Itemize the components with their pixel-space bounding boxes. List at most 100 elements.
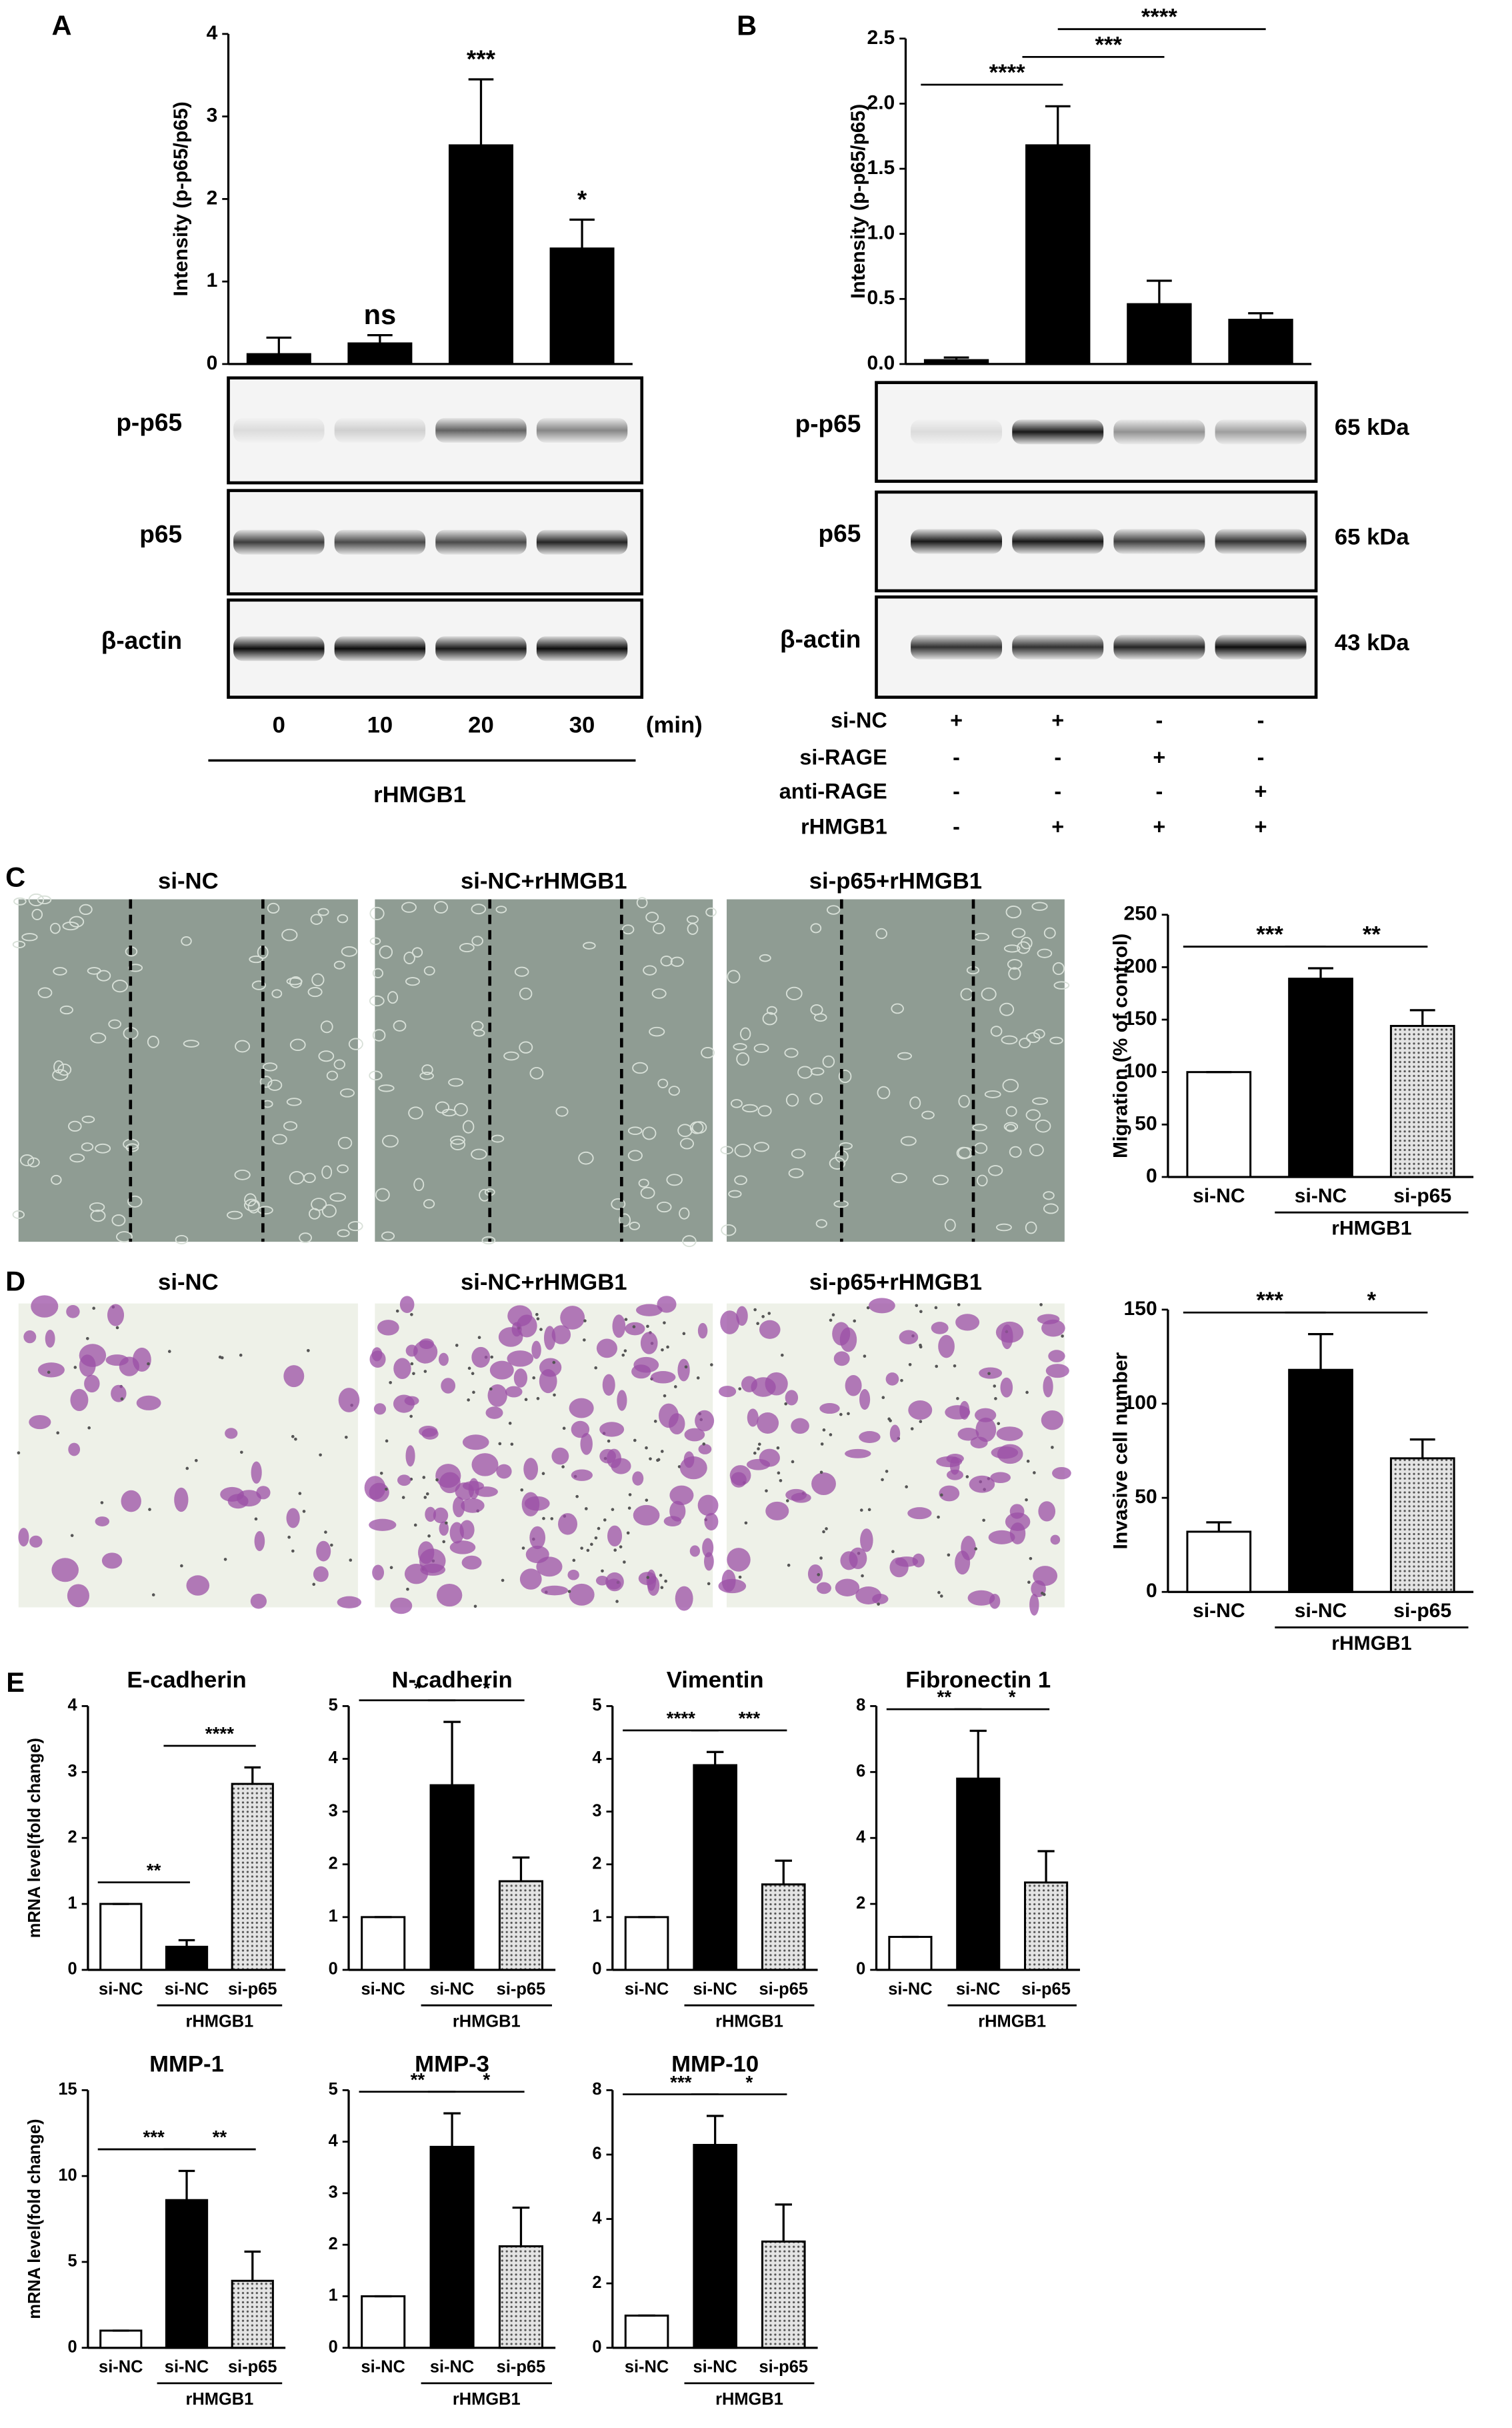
cell (757, 1105, 772, 1117)
cell (45, 1329, 55, 1348)
cell (1052, 1466, 1071, 1480)
pore (738, 1387, 742, 1390)
cell (730, 1099, 743, 1108)
pore (825, 1527, 828, 1530)
bar (1389, 1024, 1455, 1178)
cell (84, 1374, 100, 1393)
treatment-sign: - (953, 780, 960, 804)
cell (529, 1526, 546, 1550)
cell (436, 1583, 463, 1607)
group-label: rHMGB1 (715, 2012, 783, 2031)
cell (845, 1375, 862, 1396)
x-tick-label: si-NC (165, 1980, 209, 1999)
treatment-name: si-RAGE (799, 746, 887, 770)
cell (317, 908, 329, 916)
cell (619, 1213, 631, 1227)
cell (186, 1575, 210, 1596)
cell (1008, 967, 1021, 980)
cell (611, 1458, 631, 1474)
y-tick-label: 2 (856, 1894, 865, 1913)
cell (718, 1578, 747, 1594)
cell (423, 966, 435, 976)
cell (503, 1051, 519, 1061)
pore (777, 1471, 781, 1475)
cell (653, 922, 665, 934)
cell (390, 1597, 413, 1614)
cell (347, 1221, 363, 1232)
cell (372, 968, 383, 979)
cell (810, 1067, 825, 1076)
pore (423, 1370, 427, 1373)
pore (467, 1398, 470, 1402)
cell (1025, 1109, 1041, 1121)
pore (993, 1384, 997, 1388)
cell (337, 1229, 350, 1238)
cell (413, 1178, 425, 1192)
pore (56, 1431, 60, 1435)
bar (1025, 144, 1091, 365)
cell (578, 1151, 594, 1165)
pore (379, 1471, 383, 1475)
pore (324, 1530, 327, 1534)
pore (550, 1517, 554, 1520)
cell (569, 1398, 594, 1418)
blot-band (911, 529, 1003, 554)
cell (450, 1138, 466, 1150)
significance-label: *** (1256, 922, 1283, 948)
y-axis-label: Intensity (p-p65/p65) (847, 104, 869, 299)
cell (1002, 1078, 1019, 1092)
cell (946, 1469, 964, 1480)
pore (905, 1485, 908, 1488)
cell (727, 970, 741, 984)
cell (69, 916, 85, 928)
cell (1037, 1314, 1060, 1324)
cell (433, 901, 449, 914)
pore (829, 1433, 833, 1436)
cell (531, 1340, 541, 1359)
cell (1043, 927, 1056, 939)
significance-label: *** (1095, 32, 1123, 57)
pore (291, 1549, 295, 1553)
cell (81, 1116, 95, 1124)
cell (649, 1026, 665, 1037)
y-tick-label: 0 (592, 1960, 601, 1979)
cell (523, 1458, 539, 1480)
blot-row-label: p65 (819, 519, 861, 547)
pore (623, 1349, 627, 1352)
cell (1009, 1504, 1025, 1519)
pore (885, 1470, 889, 1473)
pore (601, 1569, 604, 1573)
x-tick-label: si-NC (430, 2358, 474, 2377)
cell (267, 902, 280, 914)
cell (921, 1110, 935, 1120)
cell (505, 1386, 523, 1398)
bar (1288, 978, 1353, 1178)
treatment-sign: + (1255, 780, 1267, 804)
cell (405, 1445, 415, 1467)
cell (551, 1325, 571, 1344)
cell (408, 1106, 423, 1120)
pore (819, 1556, 823, 1560)
cell (815, 1219, 827, 1228)
cell (1019, 1038, 1031, 1048)
pore (541, 1472, 545, 1476)
cell (791, 1148, 806, 1159)
cell (701, 1046, 715, 1059)
x-tick-label: si-p65 (228, 2358, 277, 2377)
pore (684, 1365, 688, 1369)
cell (632, 1471, 644, 1486)
pore (580, 1546, 583, 1550)
y-tick-label: 2 (592, 2273, 601, 2292)
cell (849, 1547, 867, 1570)
pore (881, 1396, 885, 1400)
cell (638, 1178, 649, 1188)
cell (235, 1040, 251, 1053)
cell (567, 1569, 579, 1580)
pore (148, 1508, 151, 1511)
pore (632, 1325, 636, 1328)
bar (361, 1916, 406, 1971)
treatment-sign: + (1051, 815, 1064, 839)
cell (251, 980, 266, 990)
blot-size-label: 65 kDa (1335, 524, 1410, 549)
cell (37, 987, 53, 998)
